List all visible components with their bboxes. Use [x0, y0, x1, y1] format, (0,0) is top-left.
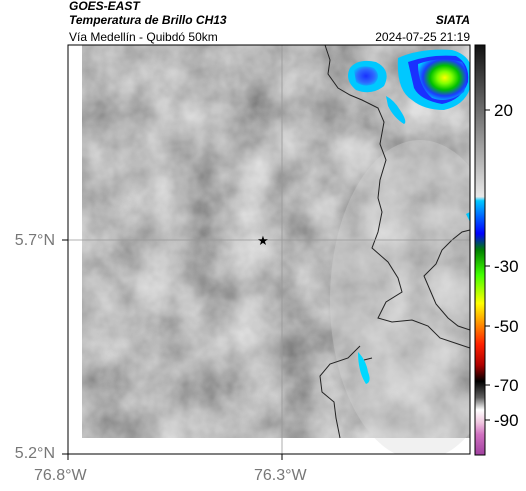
- datetime-label: 2024-07-25 21:19: [375, 30, 470, 44]
- satellite-source: GOES-EAST: [69, 0, 140, 13]
- colorbar-label: -70: [494, 376, 519, 395]
- lon-tick-label: 76.3°W: [254, 467, 307, 484]
- product-title: Temperatura de Brillo CH13: [69, 13, 227, 27]
- colorbar-label: -50: [494, 317, 519, 336]
- lat-tick-label: 5.2°N: [14, 445, 55, 462]
- colorbar: [474, 44, 486, 456]
- convective-cell-south: [358, 352, 370, 384]
- colorbar-label: 20: [494, 101, 513, 120]
- area-label: Vía Medellín - Quibdó 50km: [69, 30, 218, 44]
- lon-tick-label: 76.8°W: [34, 467, 87, 484]
- colorbar-label: -90: [494, 411, 519, 430]
- organization-label: SIATA: [435, 13, 470, 27]
- colorbar-label: -30: [494, 257, 519, 276]
- plot-frame: [67, 44, 471, 455]
- coastline: [319, 345, 361, 439]
- lat-tick-label: 5.7°N: [14, 232, 55, 249]
- star-icon: ★: [257, 233, 269, 248]
- border-line: [324, 45, 470, 349]
